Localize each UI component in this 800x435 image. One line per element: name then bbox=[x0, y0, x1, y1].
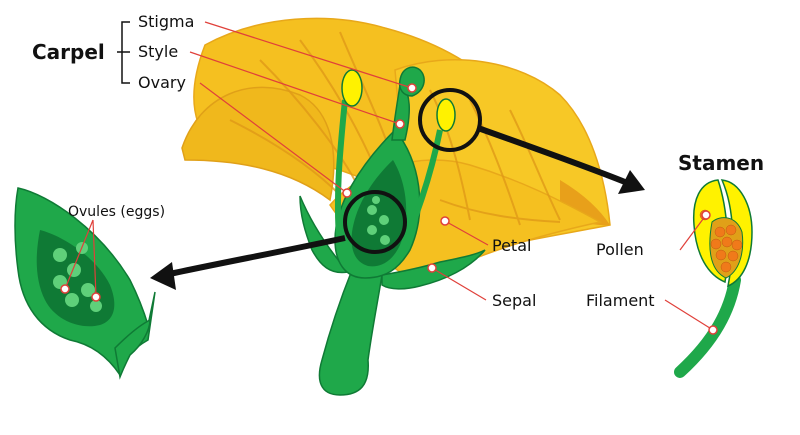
ovary-chamber bbox=[351, 160, 407, 267]
pollen-label: Pollen bbox=[596, 240, 644, 259]
leader-lines bbox=[64, 21, 714, 331]
arrow-to-ovary-detail bbox=[150, 235, 346, 290]
carpel-bracket bbox=[117, 21, 130, 84]
magnify-circle-anther bbox=[418, 88, 482, 152]
ovary-detail-base bbox=[114, 318, 151, 380]
stamen-left-anther bbox=[341, 69, 363, 107]
arrow-to-stamen-detail bbox=[476, 125, 645, 194]
ovary-label: Ovary bbox=[138, 73, 186, 92]
stamen-detail bbox=[674, 179, 753, 378]
style-label: Style bbox=[138, 42, 178, 61]
ovary-detail bbox=[14, 187, 156, 380]
stamen-detail-filament bbox=[674, 274, 741, 378]
sepal-label: Sepal bbox=[492, 291, 536, 310]
petal-label: Petal bbox=[492, 236, 531, 255]
ovary-ovules bbox=[367, 196, 390, 245]
stamen-right-anther bbox=[436, 98, 456, 132]
stigma bbox=[398, 66, 425, 97]
carpel-label: Carpel bbox=[32, 40, 105, 64]
leader-dots bbox=[60, 83, 718, 335]
magnify-circle-ovary bbox=[343, 190, 407, 254]
filament-label: Filament bbox=[586, 291, 655, 310]
sepal-left bbox=[299, 195, 350, 274]
ovules-label: Ovules (eggs) bbox=[68, 204, 165, 220]
petal-left bbox=[181, 86, 335, 202]
stigma-label: Stigma bbox=[138, 12, 194, 31]
stamen-left-filament bbox=[334, 99, 348, 251]
stem bbox=[318, 269, 383, 396]
stamen-label: Stamen bbox=[678, 151, 764, 175]
